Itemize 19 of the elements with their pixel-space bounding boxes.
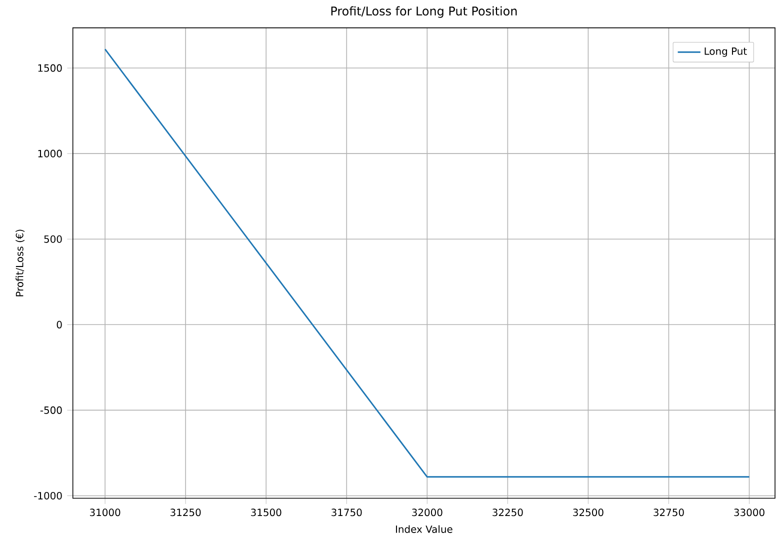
- x-tick-label: 31750: [332, 508, 362, 516]
- y-axis-title: Profit/Loss (€): [16, 230, 24, 296]
- y-tick-label: 500: [44, 235, 62, 243]
- x-tick-label: 31250: [170, 508, 201, 516]
- x-axis-title: Index Value: [396, 525, 452, 533]
- chart-title: Profit/Loss for Long Put Position: [331, 6, 517, 18]
- x-tick-label: 31000: [90, 508, 120, 516]
- y-tick-label: 1000: [38, 150, 62, 158]
- legend-label: Long Put: [704, 48, 747, 57]
- x-tick-label: 32750: [654, 508, 684, 516]
- x-tick-label: 33000: [734, 508, 764, 516]
- y-tick-label: -500: [40, 406, 62, 414]
- x-tick-label: 32000: [412, 508, 442, 516]
- y-tick-label: -1000: [34, 492, 62, 500]
- y-tick-label: 1500: [38, 64, 62, 72]
- y-tick-label: 0: [56, 320, 62, 328]
- x-tick-label: 31500: [251, 508, 282, 516]
- x-tick-label: 32250: [492, 508, 523, 516]
- x-tick-label: 32500: [573, 508, 604, 516]
